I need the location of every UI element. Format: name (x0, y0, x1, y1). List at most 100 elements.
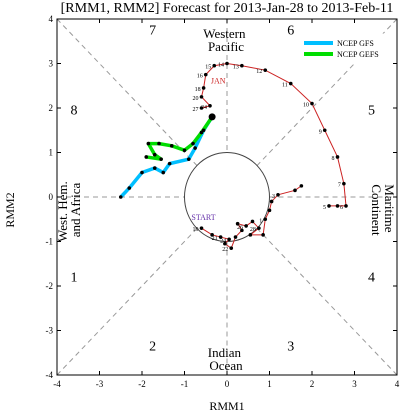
x-tick-label: -2 (138, 379, 146, 389)
forecast-point (146, 141, 151, 146)
observed-day-label: 22 (222, 247, 228, 253)
phase-number-4: 4 (368, 271, 375, 286)
observed-day-label: 1 (259, 218, 262, 224)
region-label-indian-ocean-line2: Ocean (209, 358, 243, 373)
observed-point (276, 192, 280, 197)
y-tick-label: -2 (46, 281, 54, 291)
observed-day-label: 26 (237, 225, 243, 231)
y-tick-label: -1 (46, 237, 54, 247)
observed-day-label: 6 (340, 205, 343, 211)
forecast-point (127, 186, 132, 190)
observed-day-label: 16 (197, 74, 203, 80)
observed-point (263, 217, 268, 222)
forecast-origin-marker (208, 113, 216, 121)
observed-point (199, 95, 204, 99)
observed-day-label: 20 (193, 96, 199, 102)
phase-number-2: 2 (149, 340, 156, 355)
observed-day-label: 5 (323, 205, 326, 211)
observed-day-label: 13 (233, 65, 239, 71)
divider-diagonal-top-left (56, 18, 198, 166)
x-tick-label: -1 (181, 379, 189, 389)
observed-point (223, 241, 227, 246)
observed-day-label: 28 (250, 227, 256, 233)
divider-diagonal-bottom-right (256, 228, 398, 376)
x-tick-label: -3 (96, 379, 104, 389)
observed-point (212, 63, 217, 68)
observed-point (299, 184, 304, 188)
forecast-point (144, 155, 149, 159)
x-axis-label: RMM1 (209, 399, 244, 413)
observed-day-label: 7 (338, 183, 341, 189)
y-axis-label: RMM2 (3, 192, 17, 227)
legend-label-gfs: NCEP GFS (337, 39, 374, 48)
observed-point (203, 72, 208, 77)
forecast-point (152, 152, 157, 157)
region-label-maritime-continent-line1: Maritime (382, 184, 397, 233)
observed-point (335, 155, 340, 159)
region-label-indian-ocean: Indian Ocean (208, 345, 244, 373)
forecast-point (118, 195, 123, 199)
observed-point (269, 199, 274, 204)
observed-point (257, 226, 261, 230)
jan-label: JAN (211, 77, 226, 86)
observed-day-label: 27 (193, 107, 199, 113)
forecast-point (157, 141, 161, 146)
observed-day-label: 24 (201, 105, 207, 111)
observed-point (208, 103, 212, 108)
observed-day-label: 12 (256, 69, 262, 75)
region-label-maritime-continent-line2: Continent (369, 184, 384, 236)
region-label-indian-ocean-line1: Indian (208, 345, 242, 360)
forecast-point (152, 166, 157, 170)
observed-point (240, 63, 244, 68)
forecast-point (191, 141, 195, 146)
y-tick-label: -3 (46, 326, 54, 336)
observed-point (288, 81, 293, 86)
forecast-point (140, 170, 144, 175)
observed-day-label: 3 (272, 194, 275, 200)
legend-box (298, 33, 390, 65)
region-label-west-hem-africa: West. Hem. and Africa (55, 178, 83, 242)
forecast-point (167, 161, 172, 166)
x-tick-label: 0 (225, 379, 230, 389)
observed-point (327, 204, 331, 208)
observed-day-label: 9 (319, 129, 322, 135)
observed-point (342, 181, 346, 186)
x-tick-label: 4 (395, 379, 400, 389)
forecast-point (182, 148, 187, 153)
y-tick-label: 4 (49, 14, 54, 24)
observed-day-label: 14 (218, 63, 224, 69)
observed-point (235, 221, 240, 226)
observed-point (218, 235, 223, 239)
region-label-western-pacific: Western Pacific (203, 26, 249, 54)
observed-point (227, 237, 231, 242)
observed-point (293, 188, 297, 193)
observed-point (310, 101, 314, 106)
phase-number-8: 8 (71, 104, 78, 119)
forecast-series-gefs (145, 115, 214, 161)
phase-number-5: 5 (368, 104, 375, 119)
observed-point (240, 228, 244, 233)
observed-day-label: 21 (212, 236, 218, 242)
forecast-series-gfs (119, 115, 214, 199)
region-label-west-hem-africa-line1: West. Hem. (55, 181, 70, 242)
y-tick-label: 0 (49, 192, 54, 202)
observed-point (244, 224, 248, 228)
phase-number-3: 3 (287, 340, 294, 355)
observed-point (248, 233, 253, 237)
forecast-point (159, 157, 163, 161)
y-tick-label: 3 (49, 59, 54, 69)
observed-day-label: 24 (220, 238, 226, 244)
observed-day-label: 18 (195, 87, 201, 93)
region-label-western-pacific-line1: Western (203, 26, 246, 41)
observed-point (250, 219, 255, 224)
observed-point (225, 61, 229, 66)
observed-point (322, 128, 327, 133)
divider-diagonal-bottom-left (56, 228, 198, 376)
region-label-maritime-continent: Maritime Continent (369, 184, 397, 236)
start-label: START (191, 213, 215, 222)
divider-diagonal-top-right (256, 18, 398, 166)
observed-point (199, 226, 204, 230)
observed-point (263, 68, 268, 72)
observed-point (335, 204, 340, 208)
